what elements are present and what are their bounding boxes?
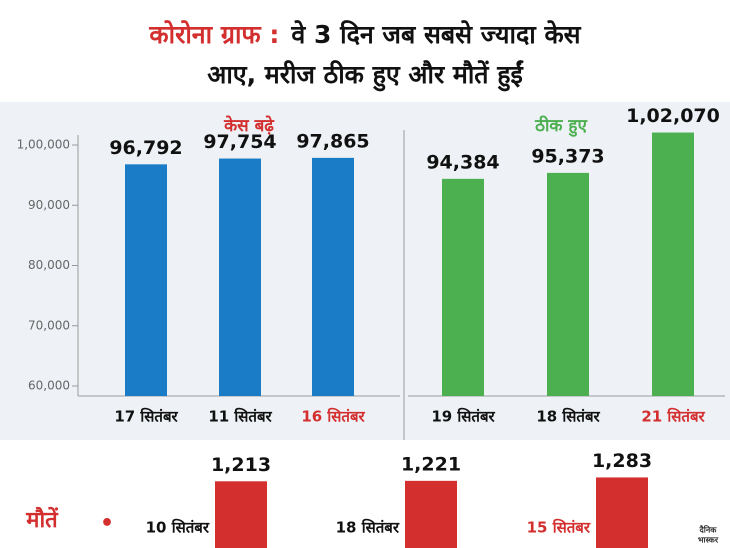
- chart-panel: [0, 102, 730, 440]
- bar: [215, 481, 267, 548]
- title-line2: आए, मरीज ठीक हुए और मौतें हुईं: [207, 60, 524, 92]
- value-label: 1,213: [211, 454, 271, 476]
- bar: [312, 157, 354, 396]
- value-label: 94,384: [426, 151, 499, 173]
- title-lead: कोरोना ग्राफ :: [148, 20, 279, 49]
- bar: [219, 158, 261, 396]
- bar: [405, 480, 457, 548]
- title-line1: कोरोना ग्राफ : वे 3 दिन जब सबसे ज्यादा के…: [148, 20, 581, 49]
- y-tick-label: 80,000: [28, 258, 70, 272]
- x-tick-label: 21 सितंबर: [641, 408, 705, 426]
- group-title: केस बढ़े: [223, 115, 275, 136]
- bar: [547, 172, 589, 396]
- title-rest: वे 3 दिन जब सबसे ज्यादा केस: [290, 20, 581, 49]
- value-label: 96,792: [109, 137, 182, 159]
- logo-top: दैनिक: [699, 525, 718, 535]
- x-tick-label: 15 सितंबर: [527, 519, 591, 537]
- value-label: 95,373: [531, 145, 604, 167]
- bar: [652, 132, 694, 396]
- y-tick-label: 70,000: [28, 318, 70, 332]
- value-label: 1,221: [401, 453, 461, 475]
- x-tick-label: 11 सितंबर: [208, 408, 272, 426]
- x-tick-label: 18 सितंबर: [536, 408, 600, 426]
- bar: [125, 164, 167, 396]
- x-tick-label: 19 सितंबर: [431, 408, 495, 426]
- bar: [596, 477, 648, 548]
- section-label: मौतें: [25, 506, 59, 533]
- x-tick-label: 17 सितंबर: [114, 408, 178, 426]
- x-tick-label: 16 सितंबर: [301, 408, 365, 426]
- value-label: 1,02,070: [626, 105, 720, 127]
- y-tick-label: 60,000: [28, 379, 70, 393]
- bar: [442, 178, 484, 396]
- x-tick-label: 18 सितंबर: [336, 519, 400, 537]
- value-label: 97,865: [296, 130, 369, 152]
- y-tick-label: 1,00,000: [17, 138, 70, 152]
- value-label: 97,754: [203, 131, 276, 153]
- group-title: ठीक हुए: [534, 115, 587, 137]
- x-tick-label: 10 सितंबर: [146, 519, 210, 537]
- section-dot: •: [100, 511, 114, 536]
- y-tick-label: 90,000: [28, 198, 70, 212]
- value-label: 1,283: [592, 450, 652, 472]
- logo-bottom: भास्कर: [698, 536, 719, 545]
